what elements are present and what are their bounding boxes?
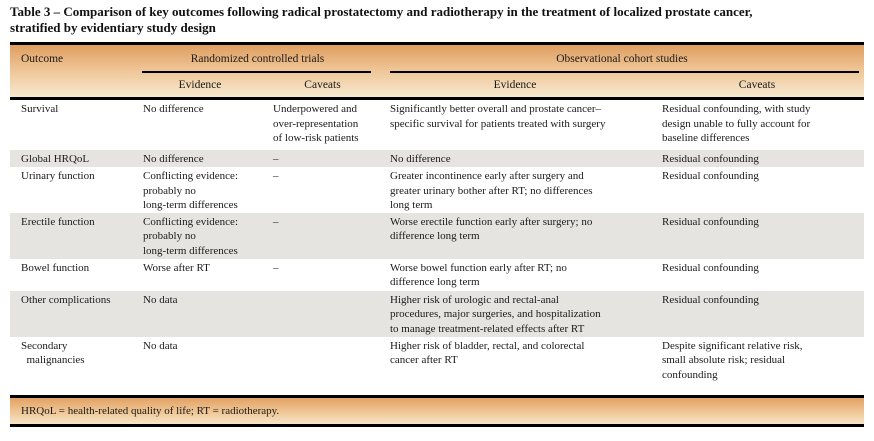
outcome-cell: Other complications: [21, 293, 111, 306]
rct-caveats-cell: [265, 291, 380, 337]
table-footnote: HRQoL = health-related quality of life; …: [21, 405, 280, 417]
outcome-cell: Secondary malignancies: [21, 339, 85, 367]
rct-evidence-cell: Worse after RT: [143, 261, 210, 274]
table-row-bowel-function: Bowel function Worse after RT – Worse bo…: [10, 259, 864, 291]
rct-caveats-cell: Underpowered and over-representation of …: [273, 103, 359, 144]
obs-evidence-cell: Worse bowel function early after RT; no …: [390, 261, 567, 289]
obs-caveats-cell: Residual confounding: [662, 215, 759, 228]
header-sub-row: Evidence Caveats Evidence Caveats: [10, 73, 864, 97]
table-header: Outcome Randomized controlled trials Obs…: [10, 42, 864, 100]
obs-caveats-cell: Residual confounding: [662, 170, 759, 182]
obs-evidence-cell: Higher risk of urologic and rectal-anal …: [390, 293, 601, 335]
column-header-rct-evidence: Evidence: [178, 79, 222, 91]
outcome-cell: Survival: [21, 103, 59, 115]
table-title: Table 3 – Comparison of key outcomes fol…: [10, 4, 753, 35]
rct-evidence-cell: No difference: [143, 153, 204, 165]
column-group-rct: Randomized controlled trials: [135, 45, 380, 73]
column-header-rct-caveats: Caveats: [304, 79, 341, 91]
rct-evidence-cell: No difference: [143, 103, 204, 115]
column-header-obs-evidence: Evidence: [493, 79, 537, 91]
table-row-secondary-malignancies: Secondary malignancies No data Higher ri…: [10, 337, 864, 383]
rct-evidence-cell: No data: [143, 339, 178, 352]
outcome-cell: Global HRQoL: [21, 153, 90, 165]
column-group-rct-label: Randomized controlled trials: [190, 53, 325, 65]
obs-evidence-cell: Worse erectile function early after surg…: [390, 215, 593, 243]
rct-caveats-cell: –: [273, 261, 279, 274]
table-footnote-band: HRQoL = health-related quality of life; …: [10, 395, 864, 427]
obs-evidence-cell: Greater incontinence early after surgery…: [390, 170, 593, 211]
obs-caveats-cell: Residual confounding, with study design …: [662, 103, 811, 144]
outcome-cell: Erectile function: [21, 215, 95, 228]
column-group-observational: Observational cohort studies: [380, 45, 864, 73]
column-group-observational-label: Observational cohort studies: [556, 53, 688, 65]
rct-evidence-cell: Conflicting evidence: probably no long-t…: [143, 215, 238, 257]
rct-caveats-cell: [265, 337, 380, 383]
table-row-urinary-function: Urinary function Conflicting evidence: p…: [10, 167, 864, 213]
obs-caveats-cell: Despite significant relative risk, small…: [662, 339, 803, 381]
table-row-survival: Survival No difference Underpowered and …: [10, 100, 864, 150]
outcomes-table: Outcome Randomized controlled trials Obs…: [10, 42, 864, 427]
table-row-other-complications: Other complications No data Higher risk …: [10, 290, 864, 337]
rct-caveats-cell: –: [273, 215, 279, 228]
rct-caveats-cell: –: [273, 153, 279, 165]
column-header-obs-caveats: Caveats: [738, 79, 776, 91]
rct-evidence-cell: No data: [143, 293, 178, 306]
outcome-cell: Urinary function: [21, 170, 95, 182]
obs-evidence-cell: No difference: [390, 153, 451, 165]
obs-caveats-cell: Residual confounding: [662, 293, 759, 306]
table-row-global-hrqol: Global HRQoL No difference – No differen…: [10, 150, 864, 167]
column-header-outcome: Outcome: [21, 53, 64, 65]
header-group-row: Outcome Randomized controlled trials Obs…: [10, 45, 864, 73]
rct-caveats-cell: –: [273, 170, 279, 182]
table-row-erectile-function: Erectile function Conflicting evidence: …: [10, 212, 864, 259]
table-body: Survival No difference Underpowered and …: [10, 100, 864, 395]
obs-evidence-cell: Higher risk of bladder, rectal, and colo…: [390, 339, 585, 367]
outcome-cell: Bowel function: [21, 261, 90, 274]
obs-evidence-cell: Significantly better overall and prostat…: [390, 103, 606, 130]
obs-caveats-cell: Residual confounding: [662, 261, 759, 274]
obs-caveats-cell: Residual confounding: [662, 153, 759, 165]
rct-evidence-cell: Conflicting evidence: probably no long-t…: [143, 170, 238, 211]
